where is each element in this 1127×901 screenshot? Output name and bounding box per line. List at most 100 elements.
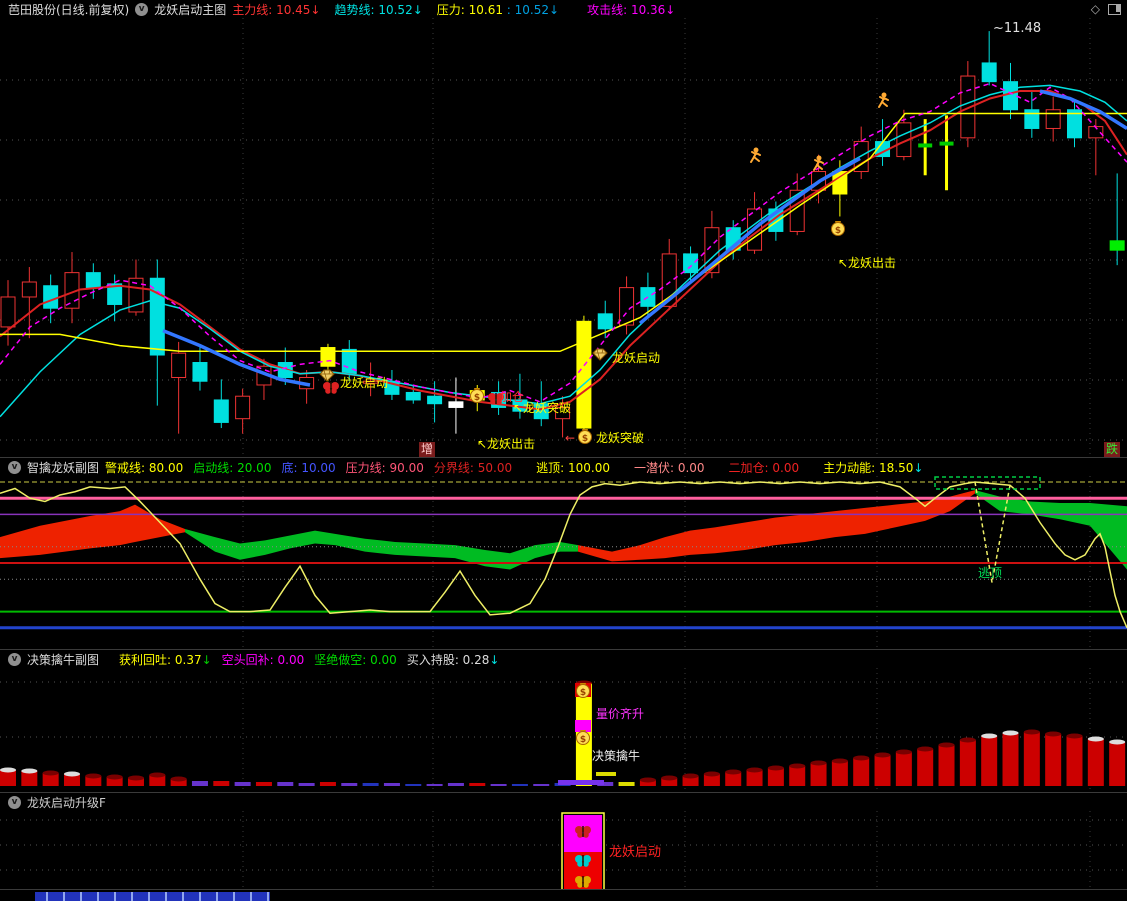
panel2-name: 决策擒牛副图: [27, 652, 100, 667]
candle: [149, 259, 165, 406]
bar: [703, 774, 720, 786]
panel-divider: [0, 792, 1127, 793]
candle: [341, 340, 357, 382]
butterfly-icon: [575, 855, 591, 867]
launch-label: 龙妖启动: [609, 845, 661, 860]
candle: [448, 377, 464, 434]
bar: [1087, 739, 1104, 786]
svg-text:$: $: [474, 393, 480, 403]
bar: [469, 783, 486, 786]
bar: [959, 740, 976, 786]
bar: [42, 773, 59, 786]
main-indicator-name: 龙妖启动主图: [154, 2, 227, 17]
svg-text:$: $: [580, 735, 586, 745]
bar: [661, 778, 678, 786]
diamond-gem-icon: [319, 369, 335, 382]
indicator-value: 获利回吐: 0.37↓: [119, 652, 212, 667]
bar: [682, 776, 699, 786]
candle: [597, 300, 613, 339]
candle: [939, 115, 954, 191]
bar: [277, 782, 294, 786]
candle: [981, 31, 997, 86]
candle: [918, 119, 933, 176]
bar: [106, 777, 123, 786]
marquee-badge: 增: [419, 442, 436, 457]
indicator-value: 二加仓: 0.00: [728, 460, 800, 475]
candle: [85, 263, 101, 299]
candle: [576, 315, 592, 438]
bar: [1023, 732, 1040, 786]
bar: [127, 778, 144, 786]
line-趋势带: [638, 156, 861, 325]
line-趋势带: [1039, 89, 1127, 130]
line-主力线: [0, 90, 1127, 411]
annotation-label: ←: [565, 431, 575, 445]
bar: [234, 782, 251, 786]
bar: [490, 784, 507, 786]
bar: [767, 768, 784, 786]
bar: [789, 766, 806, 786]
indicator-value: 底: 10.00: [281, 460, 336, 475]
collapse-panel1-icon[interactable]: v: [8, 460, 21, 474]
annotation-label: 加仓: [500, 390, 524, 404]
panel-divider: [0, 457, 1127, 458]
bar: [1109, 742, 1126, 786]
gridlines: [0, 668, 1127, 792]
candle: [832, 160, 848, 217]
band-area: [975, 490, 1127, 570]
bar: [319, 782, 336, 786]
diamond-gem-icon: [592, 348, 608, 361]
moneybag-icon: $: [831, 221, 845, 236]
signal-label: 决策擒牛: [592, 748, 640, 763]
panel-divider: [0, 649, 1127, 650]
candle: [960, 61, 976, 148]
signal-panel-chart[interactable]: 龙妖启动: [0, 811, 1127, 890]
bar: [213, 781, 230, 786]
moneybag-icon: $: [576, 683, 590, 698]
panel-layout-icon[interactable]: [1108, 3, 1121, 15]
candle: [661, 238, 677, 311]
collapse-main-icon[interactable]: v: [135, 2, 149, 16]
butterfly-icon: [575, 826, 591, 838]
energy-line: [0, 481, 1127, 629]
collapse-panel2-icon[interactable]: v: [8, 652, 21, 666]
line-趋势带: [162, 329, 311, 387]
annotation-label: ↖龙妖出击: [838, 256, 896, 270]
runner-icon: [813, 155, 824, 171]
bar: [981, 736, 998, 786]
bar: [746, 770, 763, 786]
bands: [0, 490, 1127, 570]
diamond-icon[interactable]: ◇: [1090, 2, 1100, 16]
bar: [383, 783, 400, 786]
svg-text:$: $: [582, 434, 588, 444]
annotation-label: ↖龙妖出击: [477, 437, 535, 451]
svg-text:$: $: [580, 688, 586, 698]
level-lines: [0, 481, 1127, 630]
candle: [171, 341, 187, 434]
status-strip: [35, 892, 270, 901]
annotation-label: ~11.48: [993, 21, 1041, 36]
bar: [0, 770, 16, 786]
bar: [426, 784, 443, 786]
main-indicator-values: 主力线: 10.45↓ 趋势线: 10.52↓ 压力: 10.61 : 10.52↓…: [232, 1, 675, 18]
window-icons: ◇: [1091, 2, 1127, 16]
escape-top-label: 逃顶: [978, 566, 1002, 580]
band-oscillator-chart[interactable]: 逃顶: [0, 476, 1127, 650]
bar: [938, 745, 955, 786]
candle: [235, 388, 251, 434]
collapse-panel3-icon[interactable]: v: [8, 795, 21, 809]
bar: [255, 782, 272, 786]
stock-title: 芭田股份(日线.前复权): [8, 2, 130, 17]
top-zone-box: [934, 476, 1041, 490]
bar: [533, 784, 550, 786]
panel1-values: 警戒线: 80.00 启动线: 20.00 底: 10.00 压力线: 90.00 分界…: [105, 459, 923, 476]
bar: [298, 783, 315, 786]
signal-label: 量价齐升: [596, 706, 644, 721]
butterfly-icon: [575, 876, 591, 888]
annotation-label: 龙妖启动: [612, 351, 660, 365]
butterfly-icon: [323, 382, 339, 394]
